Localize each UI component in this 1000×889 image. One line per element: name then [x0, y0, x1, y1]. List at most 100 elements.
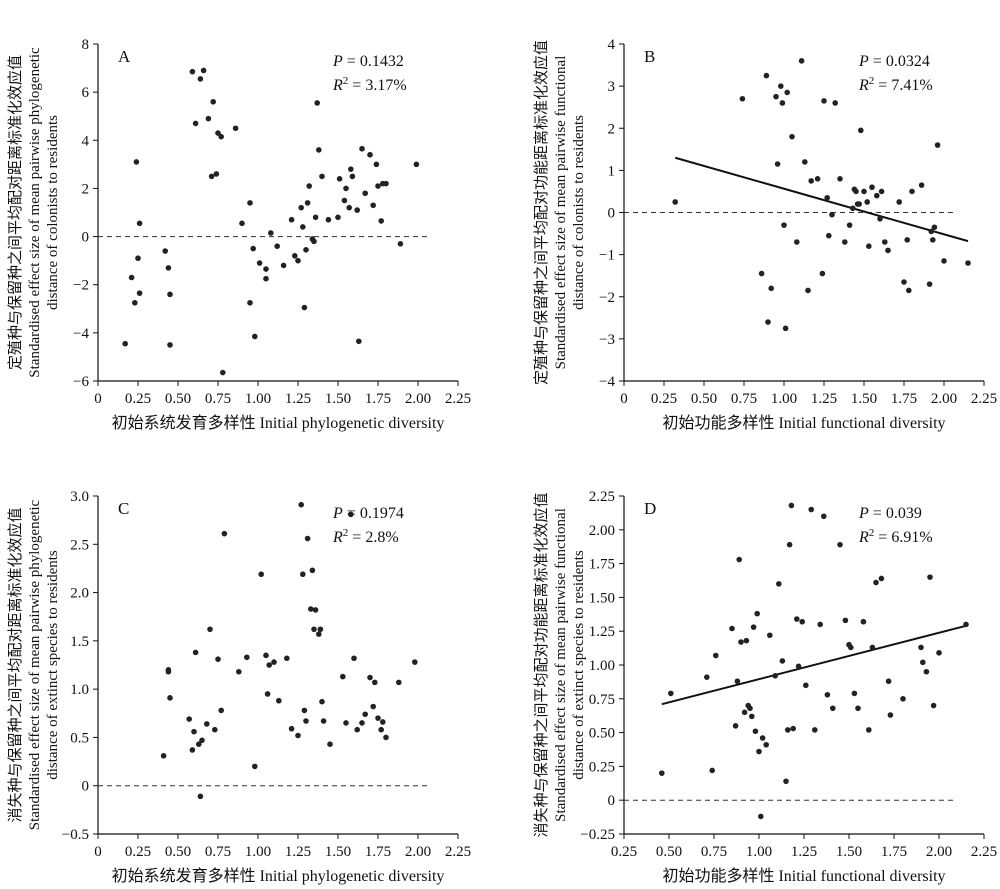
x-tick-label: 1.50: [851, 391, 877, 407]
data-point: [869, 644, 876, 651]
data-point: [855, 705, 861, 712]
data-point: [336, 176, 343, 182]
data-point: [247, 299, 253, 306]
data-point: [918, 644, 924, 651]
data-point: [308, 606, 314, 612]
r2-text: R2 = 3.17%: [332, 75, 407, 94]
y-tick-label: −6: [73, 374, 89, 390]
data-point: [280, 262, 287, 269]
data-point: [743, 637, 750, 644]
y-axis-title-line: Standardised effect size of mean pairwis…: [553, 508, 569, 822]
data-point: [709, 767, 715, 774]
data-point: [873, 579, 879, 586]
p-symbol: P: [858, 53, 869, 70]
r2-equals: =: [874, 529, 891, 546]
data-point: [341, 197, 348, 204]
data-point: [860, 618, 867, 625]
y-tick-label: −0.25: [580, 827, 615, 843]
data-point: [192, 649, 199, 656]
x-tick-label: 0: [94, 391, 102, 407]
x-tick-label: 0.75: [731, 391, 757, 407]
x-tick-label: 1.00: [245, 844, 271, 860]
r-symbol: R: [332, 77, 343, 94]
r2-value: 7.41%: [891, 77, 932, 94]
data-point: [340, 673, 346, 680]
data-point: [901, 279, 907, 285]
data-point: [301, 304, 308, 311]
data-point: [808, 178, 814, 184]
regression-line: [674, 156, 969, 243]
x-axis-title: 初始功能多样性 Initial functional diversity: [662, 414, 945, 432]
r-superscript: 2: [869, 75, 875, 87]
data-point: [284, 655, 290, 662]
data-point: [920, 659, 926, 666]
data-point: [236, 668, 242, 675]
data-point: [373, 161, 380, 168]
data-point: [794, 239, 800, 245]
y-tick-label: 2.5: [70, 537, 89, 553]
p-value-text: P = 0.039: [858, 505, 922, 522]
y-tick-label: −2: [73, 278, 89, 294]
data-point: [370, 202, 377, 209]
x-tick-label: 2.00: [405, 391, 431, 407]
data-point: [851, 690, 858, 697]
data-point: [965, 260, 971, 266]
data-point: [372, 679, 378, 686]
x-tick-label: 2.25: [971, 844, 997, 860]
x-tick-label: 0.75: [205, 391, 231, 407]
data-point: [359, 145, 365, 152]
data-point: [882, 239, 888, 245]
y-tick-label: −2: [599, 290, 615, 306]
x-tick-label: 0.25: [651, 391, 677, 407]
x-tick-label: 0.50: [656, 844, 682, 860]
data-point: [295, 732, 301, 739]
data-point: [756, 748, 762, 755]
data-point: [788, 502, 795, 509]
y-tick-label: −3: [599, 332, 615, 348]
data-point: [325, 216, 332, 223]
data-point: [298, 204, 305, 211]
data-point: [763, 741, 769, 748]
data-point: [300, 571, 306, 578]
y-tick-label: 4: [608, 37, 616, 53]
data-point: [776, 581, 782, 587]
data-point: [783, 778, 789, 785]
x-tick-label: 1.00: [746, 844, 772, 860]
data-point: [741, 709, 748, 716]
data-point: [799, 618, 805, 625]
panel-a: 0 0.25 0.50 0.75 1.00 1.25 1.50 1.75 2.00 2.25 −6 −…: [6, 37, 471, 432]
y-tick-label: 1.00: [589, 658, 615, 674]
data-point: [196, 741, 202, 747]
data-point: [239, 220, 245, 227]
r2-value: 3.17%: [365, 77, 406, 94]
data-point: [779, 100, 786, 106]
x-tick-label: 1.25: [285, 844, 311, 860]
data-point: [256, 260, 263, 266]
data-point: [786, 541, 793, 548]
y-tick-label: −1: [599, 248, 615, 264]
data-point: [963, 621, 969, 628]
data-point: [252, 333, 258, 340]
x-tick-label: 0.75: [205, 844, 231, 860]
y-axis-title-line: distance of colonists to residents: [45, 115, 61, 310]
y-tick-label: 0: [82, 779, 90, 795]
data-point: [802, 159, 808, 165]
data-point: [768, 285, 774, 292]
data-point: [774, 161, 781, 167]
data-point: [292, 253, 298, 259]
data-point: [826, 232, 832, 239]
data-point: [842, 239, 848, 245]
r-symbol: R: [858, 77, 869, 94]
data-point: [668, 690, 674, 697]
data-point: [747, 705, 753, 712]
y-tick-label: −4: [73, 326, 89, 342]
data-point: [739, 95, 746, 102]
data-point: [375, 183, 381, 189]
data-point: [906, 287, 912, 294]
data-point: [244, 654, 250, 661]
data-point: [918, 182, 925, 188]
y-tick-label: 2.00: [589, 523, 615, 539]
data-point: [295, 257, 301, 264]
data-point: [856, 201, 862, 207]
panel-b: 0 0.25 0.50 0.75 1.00 1.25 1.50 1.75 2.00 2.25 −4 −…: [532, 37, 997, 432]
